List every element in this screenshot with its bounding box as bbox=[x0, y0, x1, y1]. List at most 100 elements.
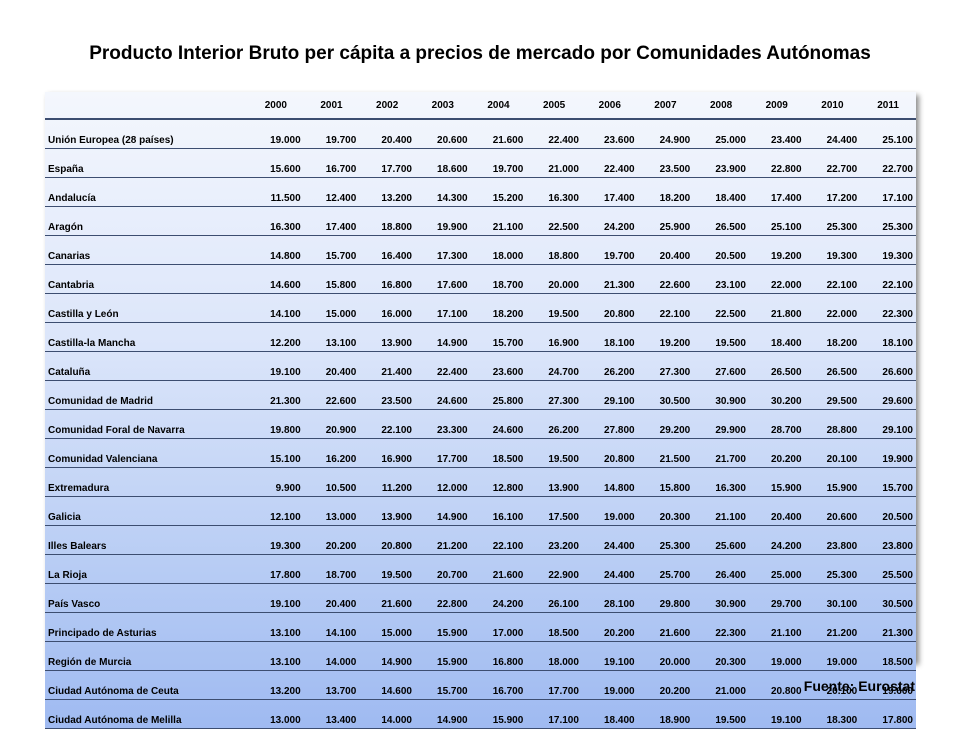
gdp-value-cell: 20.800 bbox=[748, 670, 805, 700]
gdp-value-cell: 15.000 bbox=[303, 293, 360, 323]
gdp-value-cell: 19.300 bbox=[860, 235, 916, 265]
gdp-value-cell: 19.500 bbox=[693, 699, 749, 729]
gdp-value-cell: 18.400 bbox=[693, 177, 749, 207]
gdp-value-cell: 24.400 bbox=[804, 119, 861, 149]
gdp-value-cell: 26.400 bbox=[693, 554, 749, 584]
table-header-row: 2000 2001 2002 2003 2004 2005 2006 2007 2008 2009… bbox=[45, 92, 916, 120]
gdp-value-cell: 27.300 bbox=[637, 351, 694, 381]
gdp-value-cell: 22.700 bbox=[804, 148, 861, 178]
table-row: Castilla-la Mancha 12.200 13.100 13.900 14.9… bbox=[45, 322, 916, 352]
table-row: Castilla y León 14.100 15.000 16.000 17.100 1… bbox=[45, 293, 916, 323]
gdp-value-cell: 14.900 bbox=[414, 699, 471, 729]
gdp-value-cell: 23.500 bbox=[359, 380, 415, 410]
gdp-value-cell: 29.600 bbox=[860, 380, 916, 410]
gdp-value-cell: 22.300 bbox=[693, 612, 749, 642]
gdp-value-cell: 25.600 bbox=[693, 525, 749, 555]
gdp-value-cell: 18.500 bbox=[470, 438, 527, 468]
gdp-value-cell: 22.300 bbox=[860, 293, 916, 323]
gdp-value-cell: 15.900 bbox=[804, 467, 861, 497]
gdp-value-cell: 20.700 bbox=[414, 554, 471, 584]
gdp-value-cell: 19.000 bbox=[748, 641, 805, 671]
region-name-cell: Comunidad de Madrid bbox=[45, 380, 248, 410]
gdp-value-cell: 20.800 bbox=[581, 293, 638, 323]
gdp-value-cell: 26.100 bbox=[526, 583, 582, 613]
gdp-value-cell: 20.400 bbox=[303, 583, 360, 613]
year-header: 2006 bbox=[581, 92, 638, 120]
gdp-value-cell: 16.900 bbox=[359, 438, 415, 468]
gdp-value-cell: 22.600 bbox=[303, 380, 360, 410]
gdp-value-cell: 18.400 bbox=[748, 322, 805, 352]
gdp-value-cell: 13.900 bbox=[526, 467, 582, 497]
gdp-value-cell: 17.700 bbox=[359, 148, 415, 178]
gdp-value-cell: 18.100 bbox=[860, 322, 916, 352]
gdp-value-cell: 13.100 bbox=[248, 612, 304, 642]
gdp-value-cell: 22.800 bbox=[748, 148, 805, 178]
gdp-value-cell: 19.000 bbox=[804, 641, 861, 671]
gdp-value-cell: 20.100 bbox=[804, 438, 861, 468]
gdp-value-cell: 18.500 bbox=[526, 612, 582, 642]
gdp-value-cell: 21.600 bbox=[470, 119, 527, 149]
gdp-value-cell: 20.200 bbox=[303, 525, 360, 555]
gdp-value-cell: 30.900 bbox=[693, 583, 749, 613]
gdp-value-cell: 21.800 bbox=[748, 293, 805, 323]
region-name-cell: La Rioja bbox=[45, 554, 248, 584]
gdp-value-cell: 17.600 bbox=[414, 264, 471, 294]
gdp-value-cell: 20.200 bbox=[637, 670, 694, 700]
gdp-value-cell: 28.100 bbox=[581, 583, 638, 613]
gdp-value-cell: 22.100 bbox=[359, 409, 415, 439]
gdp-value-cell: 19.900 bbox=[414, 206, 471, 236]
gdp-value-cell: 20.100 bbox=[804, 670, 861, 700]
gdp-value-cell: 22.100 bbox=[637, 293, 694, 323]
gdp-value-cell: 14.800 bbox=[581, 467, 638, 497]
region-name-cell: Comunidad Foral de Navarra bbox=[45, 409, 248, 439]
gdp-value-cell: 21.000 bbox=[693, 670, 749, 700]
gdp-value-cell: 21.100 bbox=[748, 612, 805, 642]
gdp-value-cell: 18.800 bbox=[359, 206, 415, 236]
gdp-value-cell: 19.300 bbox=[804, 235, 861, 265]
gdp-value-cell: 25.300 bbox=[804, 206, 861, 236]
gdp-value-cell: 10.500 bbox=[303, 467, 360, 497]
gdp-value-cell: 14.900 bbox=[414, 496, 471, 526]
gdp-value-cell: 21.100 bbox=[470, 206, 527, 236]
table-row: Cantabria 14.600 15.800 16.800 17.600 18.700 2… bbox=[45, 264, 916, 294]
region-name-cell: Illes Balears bbox=[45, 525, 248, 555]
gdp-value-cell: 23.800 bbox=[804, 525, 861, 555]
gdp-value-cell: 21.600 bbox=[637, 612, 694, 642]
gdp-value-cell: 16.300 bbox=[248, 206, 304, 236]
gdp-value-cell: 30.500 bbox=[860, 583, 916, 613]
gdp-value-cell: 19.500 bbox=[693, 322, 749, 352]
gdp-value-cell: 13.100 bbox=[303, 322, 360, 352]
gdp-value-cell: 16.400 bbox=[359, 235, 415, 265]
gdp-value-cell: 29.700 bbox=[748, 583, 805, 613]
gdp-value-cell: 21.300 bbox=[248, 380, 304, 410]
region-name-cell: País Vasco bbox=[45, 583, 248, 613]
gdp-value-cell: 23.900 bbox=[693, 148, 749, 178]
region-name-cell: Canarias bbox=[45, 235, 248, 265]
source-note: Fuente: Eurostat bbox=[803, 678, 915, 694]
gdp-value-cell: 16.700 bbox=[470, 670, 527, 700]
gdp-value-cell: 22.000 bbox=[748, 264, 805, 294]
gdp-value-cell: 21.300 bbox=[581, 264, 638, 294]
gdp-value-cell: 29.100 bbox=[860, 409, 916, 439]
gdp-value-cell: 30.200 bbox=[748, 380, 805, 410]
gdp-value-cell: 27.800 bbox=[581, 409, 638, 439]
gdp-value-cell: 19.800 bbox=[248, 409, 304, 439]
gdp-value-cell: 18.700 bbox=[303, 554, 360, 584]
gdp-value-cell: 24.900 bbox=[637, 119, 694, 149]
gdp-value-cell: 28.700 bbox=[748, 409, 805, 439]
gdp-value-cell: 17.400 bbox=[581, 177, 638, 207]
year-header: 2007 bbox=[637, 92, 694, 120]
table-row: Comunidad Valenciana 15.100 16.200 16.900 17… bbox=[45, 438, 916, 468]
gdp-value-cell: 24.200 bbox=[470, 583, 527, 613]
region-name-cell: España bbox=[45, 148, 248, 178]
gdp-value-cell: 28.800 bbox=[804, 409, 861, 439]
table-row: La Rioja 17.800 18.700 19.500 20.700 21.600 22… bbox=[45, 554, 916, 584]
year-header: 2010 bbox=[804, 92, 861, 120]
gdp-value-cell: 20.400 bbox=[637, 235, 694, 265]
gdp-value-cell: 16.700 bbox=[303, 148, 360, 178]
gdp-value-cell: 26.600 bbox=[860, 351, 916, 381]
gdp-value-cell: 20.500 bbox=[693, 235, 749, 265]
gdp-value-cell: 18.700 bbox=[470, 264, 527, 294]
gdp-value-cell: 22.900 bbox=[526, 554, 582, 584]
gdp-value-cell: 20.400 bbox=[359, 119, 415, 149]
